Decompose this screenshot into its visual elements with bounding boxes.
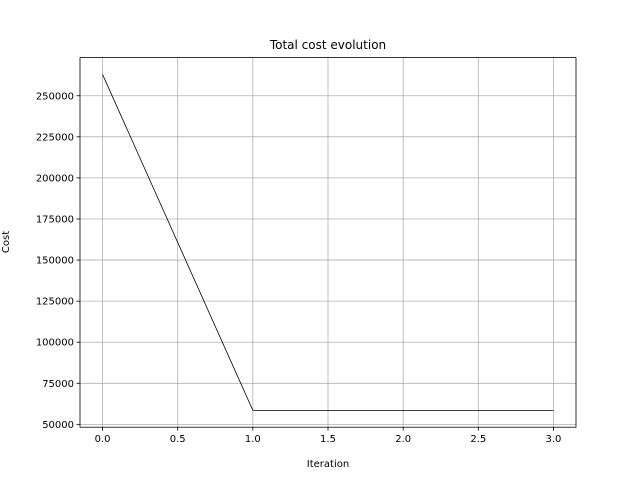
y-tick-label: 100000 (36, 338, 74, 349)
y-tick-label: 75000 (42, 379, 74, 390)
line (102, 74, 554, 411)
y-tick-label: 175000 (36, 214, 74, 225)
y-tick-label: 150000 (36, 256, 74, 267)
y-tick-label: 50000 (42, 420, 74, 431)
x-tick-label: 3.0 (546, 434, 562, 445)
x-tick-label: 1.5 (320, 434, 336, 445)
y-axis-label: Cost (1, 231, 12, 253)
x-tick-label: 0.0 (95, 434, 111, 445)
x-tick-label: 2.5 (470, 434, 486, 445)
x-tick-label: 0.5 (170, 434, 186, 445)
chart-title: Total cost evolution (269, 38, 386, 52)
x-tick-label: 1.0 (245, 434, 261, 445)
y-tick-label: 225000 (36, 132, 74, 143)
x-axis-label: Iteration (307, 459, 349, 470)
y-tick-label: 200000 (36, 173, 74, 184)
plot-frame (79, 57, 577, 428)
y-tick-label: 250000 (36, 91, 74, 102)
x-tick-label: 2.0 (395, 434, 411, 445)
y-tick-label: 125000 (36, 297, 74, 308)
